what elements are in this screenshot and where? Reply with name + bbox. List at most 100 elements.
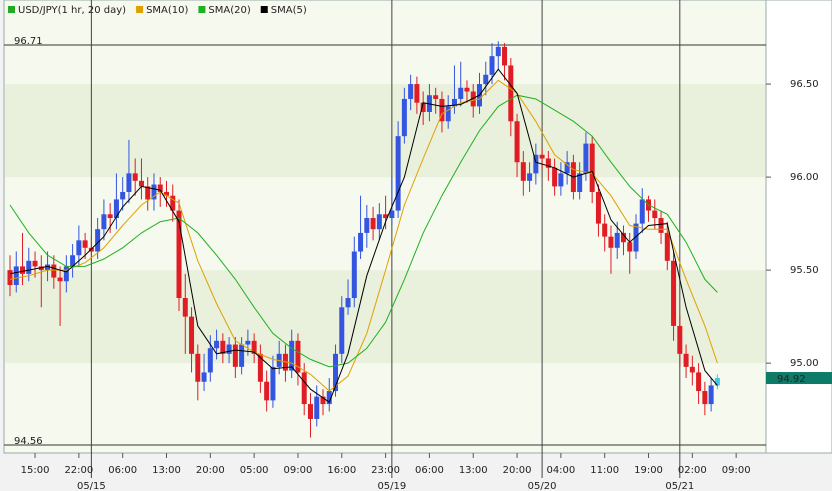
candle-body [451,98,457,107]
candle-body [458,87,464,99]
candle-body [595,191,601,224]
x-tick-label: 02:00 [678,465,707,476]
x-tick-label: 06:00 [415,465,444,476]
price-tag-label: 94.92 [777,374,806,385]
candle-body [495,46,501,57]
x-tick-label: 04:00 [546,465,575,476]
labels: 95.00 95.50 96.00 96.50 94.56 96.71 05/15 05/19… [8,5,819,491]
candle-body [239,344,245,367]
x-tick-label: 23:00 [371,465,400,476]
candle-body [539,154,545,159]
candle-body [170,195,176,211]
candle-body [57,277,63,282]
date-label: 05/15 [77,481,106,491]
candle-body [13,266,19,285]
band [5,363,765,445]
x-tick-label: 15:00 [21,465,50,476]
candle-body [257,353,263,382]
candle-body [138,180,144,187]
candle-body [307,404,313,419]
candle-body [620,232,626,243]
candle-body [508,65,514,122]
candle-body [232,344,238,367]
candle-body [38,266,44,271]
candle-body [677,325,683,354]
marks [7,41,832,438]
candle-body [126,173,132,192]
x-tick-label: 20:00 [196,465,225,476]
bands [5,45,765,445]
candle-body [7,270,13,285]
candle-body [671,260,677,326]
candle-body [333,353,339,392]
candle-body [583,143,589,174]
candle-body [314,396,320,419]
candle-body [658,218,664,233]
date-label: 05/21 [665,481,694,491]
legend-swatch [198,6,206,13]
candle-body [489,56,495,75]
candle-body [301,372,307,405]
candle-body [164,191,169,196]
candle-body [20,266,26,274]
candle-body [652,210,658,219]
candle-body [408,84,414,99]
candle-body [389,210,395,219]
candle-body [157,184,163,192]
candle-body [107,214,113,219]
candle-body [439,98,445,122]
axis-panel [765,0,832,454]
candle-body [201,372,207,382]
candle-body [433,95,439,99]
candle-body [608,236,614,248]
candle-body [633,223,639,252]
legend-swatch [260,6,268,13]
legend-label: SMA(20) [208,5,250,16]
candle-body [395,136,401,211]
legend-swatch [136,6,144,13]
candle-body [483,74,489,85]
candle-body [614,232,620,248]
candle-body [627,242,633,252]
candle-body [76,240,82,256]
candle-body [420,102,426,112]
candle-body [214,340,220,349]
x-tick-label: 22:00 [64,465,93,476]
candle-body [602,223,608,237]
candle-body [445,106,451,122]
y-tick-label: 95.50 [790,265,819,276]
legend-swatch [8,6,15,13]
candle-body [514,121,520,163]
x-tick-label: 06:00 [108,465,137,476]
candle-body [401,98,407,137]
candle-body [95,229,101,252]
candle-body [351,251,357,299]
candle-body [714,378,720,386]
date-label: 05/20 [528,481,557,491]
candle-body [358,232,364,252]
x-tick-label: 05:00 [240,465,269,476]
candle-body [558,173,564,187]
sma-line [9,68,718,403]
y-tick-label: 95.00 [790,358,819,369]
candle-body [414,84,420,103]
candle-body [708,385,714,405]
x-tick-label: 16:00 [327,465,356,476]
candle-body [326,391,332,405]
x-tick-label: 11:00 [590,465,619,476]
candle-body [564,162,570,174]
band [5,84,765,178]
candle-body [383,214,389,219]
price-tag [766,372,832,385]
candle-body [577,173,583,192]
candle-body [120,191,126,200]
candle-body [264,381,270,401]
candle-body [639,199,645,224]
candle-body [664,232,670,261]
x-tick-label: 09:00 [722,465,751,476]
candle-body [295,340,301,373]
candle-body [289,340,295,371]
candle-body [245,340,251,345]
candle-body [339,307,345,354]
